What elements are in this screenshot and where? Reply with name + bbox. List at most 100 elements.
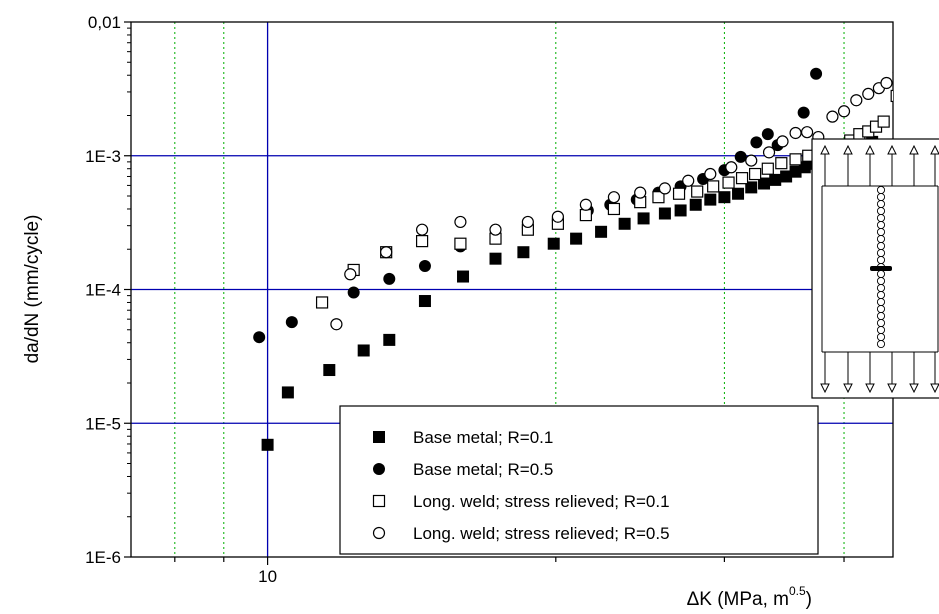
data-point-series-1 xyxy=(732,187,745,200)
data-point-series-4 xyxy=(521,215,534,229)
data-point-series-4 xyxy=(837,105,851,118)
axis-ticks xyxy=(124,21,845,565)
weld-bead-segment xyxy=(876,339,886,349)
data-point-series-1 xyxy=(637,212,650,225)
data-point-series-1 xyxy=(658,207,671,220)
data-point-series-1 xyxy=(718,191,731,204)
data-point-series-2 xyxy=(797,106,810,119)
data-point-series-4 xyxy=(380,246,393,259)
data-point-series-1 xyxy=(789,165,802,178)
y-tick-labels: 0,01 1E-3 1E-4 1E-5 1E-6 xyxy=(85,13,121,567)
weld-bead-segment xyxy=(876,255,886,265)
legend-label-3: Long. weld; stress relieved; R=0.1 xyxy=(413,492,670,511)
data-point-series-3 xyxy=(913,93,924,104)
data-point-series-4 xyxy=(579,198,592,211)
legend-label-2: Base metal; R=0.5 xyxy=(413,460,553,479)
x-axis-title: ΔK (MPa, m0.5) xyxy=(687,584,812,610)
legend: Base metal; R=0.1 Base metal; R=0.5 Long. … xyxy=(339,405,819,555)
data-point-series-1 xyxy=(798,161,811,174)
weld-bead-segment xyxy=(876,213,886,223)
data-point-series-3 xyxy=(652,191,665,204)
legend-marker-1 xyxy=(373,431,385,443)
weld-bead-segment xyxy=(876,241,886,251)
data-point-series-4 xyxy=(682,174,695,187)
weld-bead-segment xyxy=(876,276,886,286)
x-axis-title-exponent: 0.5 xyxy=(789,584,806,598)
data-point-series-3 xyxy=(579,208,592,222)
legend-marker-4 xyxy=(372,526,386,540)
weld-bead-segment xyxy=(876,220,886,230)
weld-bead-segment xyxy=(876,311,886,321)
data-point-series-4 xyxy=(658,182,672,195)
data-point-series-3 xyxy=(415,235,429,248)
x-axis-title-close: ) xyxy=(806,589,812,610)
data-point-series-1 xyxy=(674,204,687,217)
weld-bead-segment xyxy=(876,234,886,244)
data-point-series-1 xyxy=(489,252,502,265)
data-point-series-1 xyxy=(517,246,530,259)
weld-bead-segment xyxy=(876,192,886,202)
weld-bead-segment xyxy=(876,318,886,328)
data-point-series-4 xyxy=(762,146,776,159)
data-point-series-4 xyxy=(776,135,789,148)
data-point-series-4 xyxy=(607,191,621,204)
data-point-series-4 xyxy=(415,223,429,236)
data-point-series-1 xyxy=(758,177,771,190)
y-tick-label: 1E-5 xyxy=(85,414,121,433)
data-point-series-4 xyxy=(330,318,343,331)
data-point-series-4 xyxy=(850,94,863,107)
data-point-series-3 xyxy=(735,172,749,185)
data-point-series-2 xyxy=(418,259,431,272)
data-point-series-3 xyxy=(761,162,774,175)
data-point-series-1 xyxy=(689,198,702,211)
y-tick-label: 1E-4 xyxy=(85,281,121,300)
data-point-series-1 xyxy=(769,173,782,186)
legend-label-1: Base metal; R=0.1 xyxy=(413,428,553,447)
data-point-series-2 xyxy=(253,331,266,344)
weld-bead-segment xyxy=(876,283,886,293)
tension-arrows-bottom xyxy=(825,352,935,388)
tension-arrows-top xyxy=(825,150,935,186)
data-point-series-3 xyxy=(890,89,893,103)
data-point-series-3 xyxy=(877,115,890,128)
data-point-series-1 xyxy=(547,237,560,250)
data-point-series-1 xyxy=(618,217,631,230)
data-point-series-3 xyxy=(749,167,762,181)
x-tick-label: 10 xyxy=(258,567,277,586)
data-point-series-4 xyxy=(725,161,738,174)
data-point-series-4 xyxy=(489,223,502,236)
data-point-series-4 xyxy=(745,154,758,167)
data-point-series-4 xyxy=(800,126,814,139)
data-point-series-4 xyxy=(905,39,916,50)
weld-bead-segment xyxy=(876,185,886,195)
data-point-series-2 xyxy=(383,272,396,285)
data-point-series-4 xyxy=(704,167,717,181)
weld-bead-segment xyxy=(876,248,886,258)
data-point-series-4 xyxy=(789,126,802,140)
y-tick-label: 1E-3 xyxy=(85,147,121,166)
data-point-series-2 xyxy=(750,136,763,149)
data-point-series-2 xyxy=(810,67,823,80)
data-point-series-1 xyxy=(595,225,608,238)
legend-marker-2 xyxy=(373,463,385,475)
data-point-series-4 xyxy=(634,186,647,199)
legend-marker-3 xyxy=(372,494,386,508)
data-point-series-1 xyxy=(745,181,758,194)
weld-bead-segment xyxy=(876,206,886,216)
y-axis-title: da/dN (mm/cycle) xyxy=(22,215,43,364)
data-point-series-4 xyxy=(454,215,467,229)
data-point-series-3 xyxy=(672,187,686,200)
y-tick-label: 1E-6 xyxy=(85,548,121,567)
weld-bead-segment xyxy=(876,304,886,314)
data-point-series-2 xyxy=(761,128,774,141)
y-tick-label: 0,01 xyxy=(88,13,121,32)
data-point-series-3 xyxy=(722,176,735,189)
weld-bead-segment xyxy=(876,325,886,335)
data-points xyxy=(253,39,924,451)
data-point-series-4 xyxy=(880,76,893,90)
data-point-series-2 xyxy=(285,316,298,329)
weld-bead-segment xyxy=(876,227,886,237)
data-point-series-1 xyxy=(261,438,274,451)
data-point-series-3 xyxy=(454,237,467,250)
